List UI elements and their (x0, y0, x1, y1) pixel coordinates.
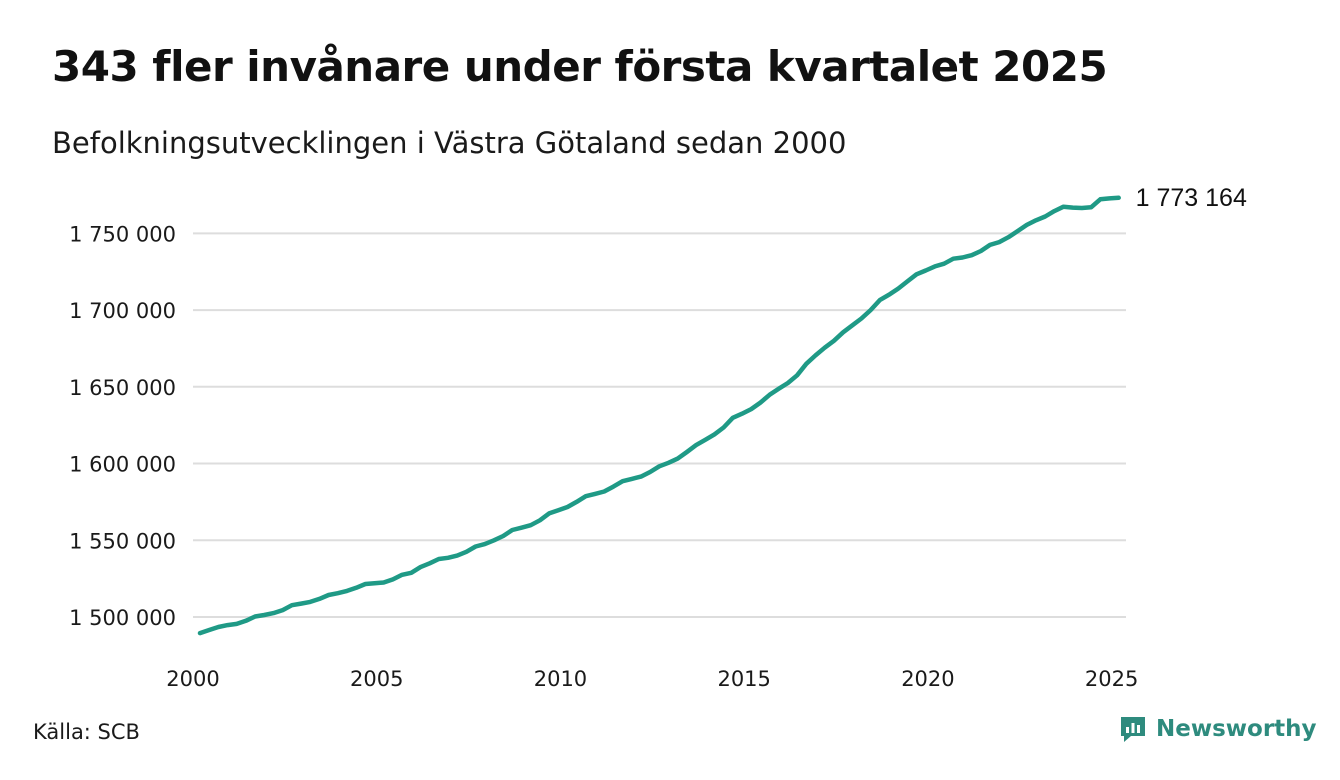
brand-name: Newsworthy (1156, 716, 1317, 742)
x-tick-label: 2025 (1085, 667, 1138, 691)
x-tick-label: 2005 (350, 667, 403, 691)
y-tick-label: 1 500 000 (69, 606, 176, 630)
population-series-line (197, 195, 1121, 636)
y-tick-label: 1 600 000 (69, 453, 176, 477)
x-tick-label: 2010 (534, 667, 587, 691)
y-tick-label: 1 550 000 (69, 529, 176, 553)
source-note: Källa: SCB (33, 720, 140, 744)
population-line-chart: 1 500 000 1 550 000 1 600 000 1 650 000 1 70… (69, 184, 1247, 691)
x-tick-label: 2000 (166, 667, 219, 691)
newsworthy-logo-icon (1121, 717, 1145, 742)
x-tick-label: 2015 (717, 667, 770, 691)
chart-subtitle: Befolkningsutvecklingen i Västra Götalan… (52, 126, 847, 160)
x-tick-label: 2020 (901, 667, 954, 691)
chart-title: 343 fler invånare under första kvartalet… (52, 42, 1108, 91)
y-tick-label: 1 700 000 (69, 299, 176, 323)
y-tick-label: 1 650 000 (69, 376, 176, 400)
y-tick-label: 1 750 000 (69, 222, 176, 246)
brand-logo: Newsworthy (1118, 714, 1317, 744)
end-value-label: 1 773 164 (1136, 184, 1247, 212)
